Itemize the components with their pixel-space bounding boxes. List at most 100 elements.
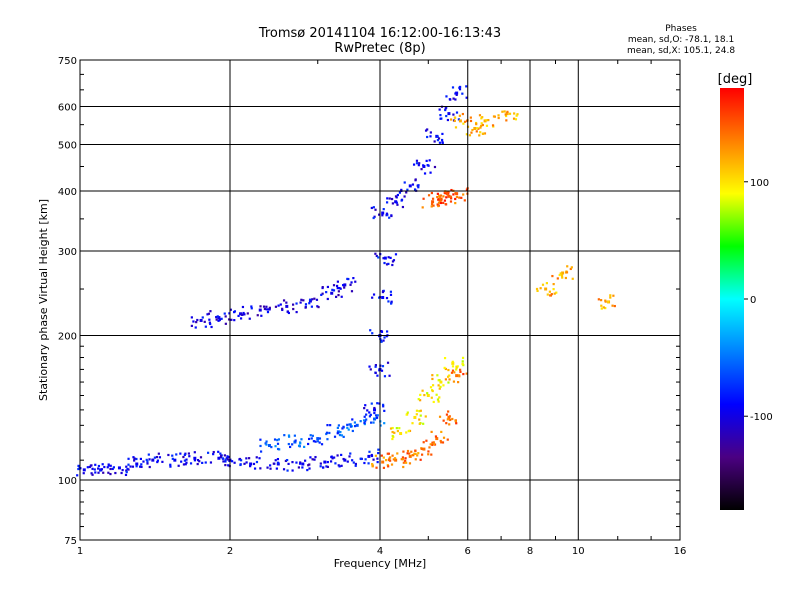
scatter-point [373, 408, 377, 412]
scatter-point [382, 289, 385, 292]
scatter-point [147, 453, 150, 456]
scatter-point [506, 110, 509, 113]
scatter-point [471, 128, 474, 132]
scatter-point [351, 418, 354, 421]
scatter-point [389, 256, 392, 259]
scatter-point [415, 162, 419, 165]
scatter-point [132, 456, 135, 459]
scatter-point [408, 454, 412, 458]
scatter-point [343, 286, 346, 289]
scatter-point [376, 414, 379, 417]
scatter-point [153, 456, 157, 459]
scatter-point [297, 466, 300, 469]
scatter-point [478, 134, 481, 137]
scatter-point [385, 212, 389, 215]
scatter-point [438, 387, 441, 390]
scatter-point [224, 322, 227, 325]
scatter-point [552, 283, 555, 286]
scatter-point [193, 451, 196, 454]
scatter-point [196, 462, 199, 466]
scatter-point [414, 449, 417, 452]
scatter-point [430, 396, 433, 399]
y-axis-label: Stationary phase Virtual Height [km] [37, 199, 50, 401]
scatter-point [413, 452, 416, 455]
scatter-point [77, 467, 80, 471]
scatter-point [462, 372, 465, 376]
scatter-point [288, 435, 291, 438]
scatter-point [326, 438, 329, 441]
scatter-point [221, 457, 224, 460]
scatter-point [208, 318, 211, 321]
scatter-point [371, 332, 374, 335]
scatter-point [359, 457, 363, 461]
scatter-point [265, 308, 268, 311]
scatter-point [552, 288, 555, 291]
scatter-point [405, 191, 408, 194]
scatter-point [483, 132, 487, 135]
scatter-point [111, 467, 114, 471]
scatter-point [396, 429, 399, 433]
scatter-point [450, 197, 453, 200]
scatter-point [180, 460, 183, 463]
scatter-point [408, 452, 411, 455]
scatter-point [609, 294, 612, 297]
scatter-point [447, 410, 450, 413]
scatter-point [464, 120, 467, 123]
scatter-point [377, 256, 380, 259]
scatter-point [405, 413, 408, 416]
scatter-point [185, 458, 188, 461]
scatter-point [455, 368, 458, 371]
scatter-point [353, 421, 357, 424]
scatter-point [346, 277, 349, 281]
scatter-point [215, 318, 218, 321]
scatter-point [350, 281, 353, 284]
scatter-point [283, 434, 286, 437]
scatter-point [394, 253, 398, 256]
scatter-point [208, 321, 211, 324]
scatter-point [265, 443, 268, 446]
scatter-point [298, 441, 302, 444]
scatter-point [515, 114, 518, 117]
scatter-point [455, 192, 459, 196]
scatter-point [169, 465, 172, 468]
scatter-point [491, 124, 495, 127]
scatter-point [551, 274, 554, 278]
scatter-point [440, 430, 443, 434]
scatter-point [440, 441, 443, 444]
scatter-point [256, 314, 259, 317]
scatter-point [372, 421, 375, 424]
scatter-point [277, 304, 280, 307]
scatter-point [241, 305, 245, 309]
scatter-point [351, 459, 354, 462]
scatter-point [535, 287, 539, 291]
scatter-points-layer [76, 85, 616, 477]
scatter-point [343, 458, 347, 462]
scatter-point [304, 459, 307, 462]
scatter-point [439, 201, 443, 205]
scatter-point [600, 299, 603, 302]
scatter-point [364, 458, 367, 461]
scatter-point [240, 313, 243, 316]
scatter-point [382, 339, 385, 342]
scatter-point [475, 130, 478, 133]
scatter-point [158, 456, 162, 459]
scatter-point [421, 206, 424, 209]
scatter-point [325, 432, 328, 436]
scatter-point [420, 447, 423, 451]
scatter-point [368, 415, 372, 418]
scatter-point [273, 438, 277, 441]
scatter-point [429, 386, 433, 389]
scatter-point [343, 283, 347, 287]
scatter-point [368, 411, 371, 414]
scatter-point [91, 467, 94, 470]
scatter-point [436, 203, 439, 206]
scatter-point [304, 303, 308, 306]
scatter-point [481, 116, 484, 119]
scatter-point [480, 122, 483, 125]
scatter-point [275, 467, 278, 470]
scatter-point [427, 453, 430, 456]
scatter-point [100, 468, 104, 471]
scatter-point [439, 117, 442, 120]
scatter-point [281, 308, 284, 312]
scatter-point [447, 368, 450, 372]
